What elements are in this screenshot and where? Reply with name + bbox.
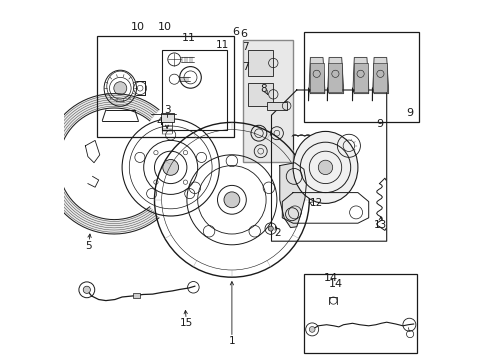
Text: 8: 8 bbox=[260, 84, 266, 94]
Bar bbox=[97, 36, 233, 137]
Polygon shape bbox=[44, 94, 159, 234]
Text: 4: 4 bbox=[156, 117, 163, 127]
Bar bbox=[162, 50, 226, 130]
Bar bbox=[266, 102, 286, 110]
Polygon shape bbox=[279, 163, 306, 228]
Text: 1: 1 bbox=[228, 336, 235, 346]
Text: 6: 6 bbox=[231, 27, 239, 37]
Polygon shape bbox=[352, 58, 368, 101]
Circle shape bbox=[114, 82, 126, 95]
Text: 12: 12 bbox=[309, 198, 323, 208]
Circle shape bbox=[309, 327, 314, 332]
Bar bbox=[373, 63, 386, 92]
Ellipse shape bbox=[292, 131, 357, 203]
Text: 11: 11 bbox=[182, 33, 195, 43]
Polygon shape bbox=[326, 58, 343, 101]
Bar bbox=[303, 32, 418, 122]
Bar bbox=[160, 113, 173, 122]
Text: 2: 2 bbox=[274, 228, 281, 238]
Text: 13: 13 bbox=[373, 220, 386, 230]
Text: 5: 5 bbox=[85, 240, 92, 251]
Text: 15: 15 bbox=[180, 318, 193, 328]
Circle shape bbox=[224, 192, 239, 208]
Bar bbox=[133, 293, 140, 298]
Text: 7: 7 bbox=[241, 62, 248, 72]
Bar bbox=[247, 50, 273, 76]
Text: 7: 7 bbox=[242, 42, 248, 52]
Bar bbox=[328, 63, 342, 92]
Text: 9: 9 bbox=[375, 119, 382, 129]
Bar bbox=[247, 83, 273, 106]
Polygon shape bbox=[308, 58, 324, 101]
Circle shape bbox=[268, 226, 273, 231]
Bar bbox=[309, 63, 323, 92]
Bar bbox=[353, 63, 367, 92]
Text: 10: 10 bbox=[158, 22, 172, 32]
Circle shape bbox=[163, 159, 178, 175]
Text: 11: 11 bbox=[216, 40, 229, 50]
Text: 14: 14 bbox=[328, 279, 343, 289]
Bar bbox=[242, 40, 292, 162]
Polygon shape bbox=[371, 58, 387, 101]
Bar bbox=[303, 274, 416, 353]
Text: 3: 3 bbox=[163, 105, 170, 115]
Text: 9: 9 bbox=[406, 108, 413, 118]
Text: 10: 10 bbox=[131, 22, 145, 32]
Text: 6: 6 bbox=[240, 29, 246, 39]
Text: 14: 14 bbox=[323, 273, 337, 283]
Circle shape bbox=[318, 160, 332, 175]
Circle shape bbox=[83, 286, 90, 293]
